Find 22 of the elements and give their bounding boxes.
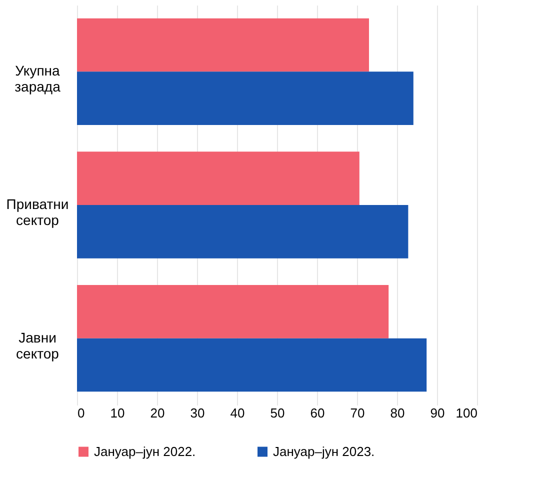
x-tick-label: 70 [350,406,365,420]
x-tick-label: 60 [310,406,325,420]
x-tick-label: 80 [390,406,405,420]
x-tick-label: 90 [430,406,445,420]
bar [77,72,414,125]
x-tick-label: 40 [230,406,245,420]
y-tick-label: Приватни сектор [6,196,69,228]
x-tick-label: 100 [456,406,478,420]
x-tick-label: 20 [150,406,165,420]
y-tick-label: Јавни сектор [16,329,60,362]
x-tick-label: 30 [190,406,205,420]
bar [77,285,389,338]
bar [77,18,369,72]
x-tick-label: 0 [78,406,85,420]
y-tick-label: Укупна зарада [14,62,61,95]
legend-label: Јануар–јун 2023. [273,444,375,459]
bar [77,338,427,392]
x-tick-label: 10 [110,406,125,420]
legend-label: Јануар–јун 2022. [94,444,196,459]
x-tick-label: 50 [270,406,285,420]
bar [77,152,360,205]
bar [77,205,408,258]
